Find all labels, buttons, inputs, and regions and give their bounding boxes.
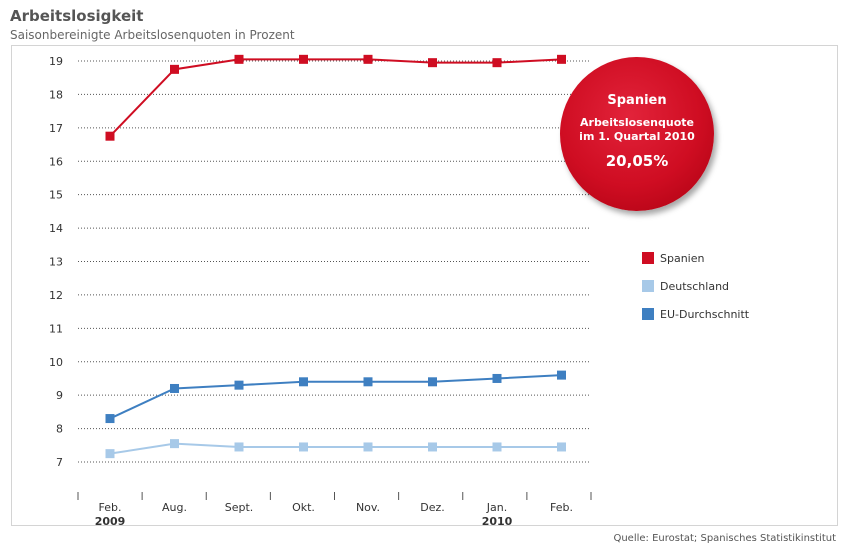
data-point-eu-durchschnitt — [363, 377, 373, 387]
y-tick-label: 14 — [49, 222, 63, 235]
data-point-deutschland — [363, 442, 373, 452]
legend-swatch-spanien — [642, 252, 654, 264]
y-tick-label: 18 — [49, 88, 63, 101]
legend-item-deutschland: Deutschland — [642, 279, 749, 293]
y-tick-label: 7 — [56, 456, 63, 469]
data-point-spanien — [363, 54, 373, 64]
y-tick-label: 9 — [56, 389, 63, 402]
source-note: Quelle: Eurostat; Spanisches Statistikin… — [613, 533, 836, 544]
data-point-deutschland — [170, 439, 179, 449]
data-point-spanien — [105, 131, 115, 141]
y-tick-label: 8 — [56, 423, 63, 436]
data-point-deutschland — [428, 442, 437, 452]
callout-title: Spanien — [607, 93, 667, 108]
year-label: 2009 — [95, 515, 126, 528]
callout-line1: Arbeitslosenquote — [580, 116, 694, 129]
data-point-spanien — [299, 54, 308, 64]
series-line-spanien — [109, 58, 562, 137]
data-point-deutschland — [557, 442, 566, 452]
series-line-deutschland — [109, 442, 562, 455]
data-point-deutschland — [105, 449, 115, 459]
data-point-eu-durchschnitt — [234, 380, 244, 390]
legend-label-deutschland: Deutschland — [660, 279, 730, 293]
legend-swatch-eu-durchschnitt — [642, 308, 654, 320]
legend: Spanien Deutschland EU-Durchschnitt — [642, 251, 749, 335]
x-tick-label: Sept. — [225, 501, 254, 514]
y-tick-label: 12 — [49, 289, 63, 302]
data-point-eu-durchschnitt — [428, 377, 437, 387]
data-point-eu-durchschnitt — [170, 383, 179, 393]
data-point-eu-durchschnitt — [299, 377, 308, 387]
data-point-deutschland — [234, 442, 244, 452]
data-point-deutschland — [492, 442, 502, 452]
y-tick-label: 15 — [49, 189, 63, 202]
series-line-eu-durchschnitt — [109, 374, 562, 420]
y-tick-label: 10 — [49, 356, 63, 369]
year-label: 2010 — [482, 515, 513, 528]
x-tick-label: Nov. — [356, 501, 380, 514]
y-tick-label: 16 — [49, 155, 63, 168]
legend-swatch-deutschland — [642, 280, 654, 292]
data-point-spanien — [428, 58, 437, 68]
chart-frame — [11, 45, 838, 526]
y-tick-label: 13 — [49, 256, 63, 269]
data-point-spanien — [234, 54, 244, 64]
data-point-eu-durchschnitt — [557, 370, 566, 380]
callout-value: 20,05% — [605, 152, 669, 170]
legend-item-spanien: Spanien — [642, 251, 749, 265]
y-tick-label: 19 — [49, 55, 63, 68]
data-point-spanien — [492, 58, 502, 68]
x-tick-label: Jan. — [486, 501, 507, 514]
data-point-eu-durchschnitt — [492, 373, 502, 383]
legend-item-eu-durchschnitt: EU-Durchschnitt — [642, 307, 749, 321]
callout-line2: im 1. Quartal 2010 — [579, 130, 695, 143]
x-tick-label: Feb. — [99, 501, 122, 514]
legend-label-eu-durchschnitt: EU-Durchschnitt — [660, 307, 750, 321]
legend-label-spanien: Spanien — [660, 251, 705, 265]
chart-subtitle: Saisonbereinigte Arbeitslosenquoten in P… — [10, 28, 295, 42]
x-tick-label: Dez. — [420, 501, 445, 514]
data-point-spanien — [170, 64, 179, 74]
y-tick-label: 17 — [49, 122, 63, 135]
x-tick-label: Okt. — [292, 501, 315, 514]
y-tick-label: 11 — [49, 322, 63, 335]
spain-callout-badge: Spanien Arbeitslosenquote im 1. Quartal … — [560, 57, 714, 211]
data-point-deutschland — [299, 442, 308, 452]
chart-title: Arbeitslosigkeit — [10, 7, 144, 25]
x-tick-label: Aug. — [162, 501, 187, 514]
data-point-eu-durchschnitt — [105, 414, 115, 424]
x-tick-label: Feb. — [550, 501, 573, 514]
data-point-spanien — [557, 54, 566, 64]
